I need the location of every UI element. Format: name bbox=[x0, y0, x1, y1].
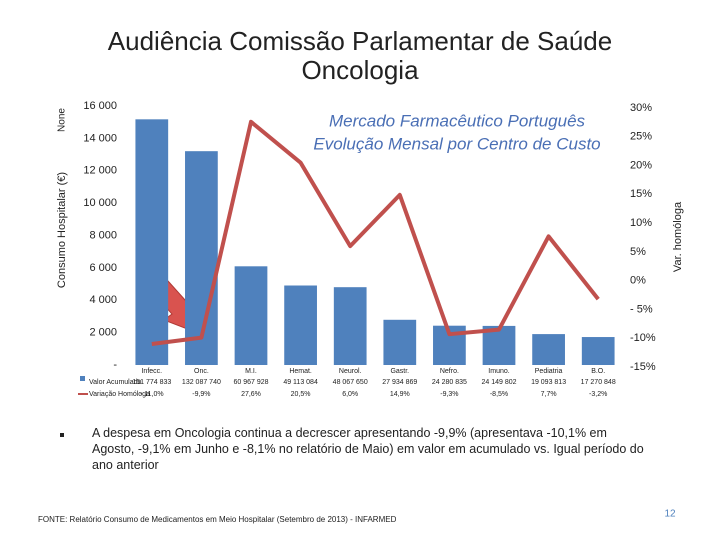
bar bbox=[234, 266, 268, 365]
bullet-marker bbox=[60, 433, 64, 437]
y-tick-label: 12 000 bbox=[83, 165, 117, 177]
y-tick-label: 6 000 bbox=[89, 262, 117, 274]
table-cell: 132 087 740 bbox=[182, 379, 221, 386]
table-cell: - 11,0% bbox=[140, 391, 164, 398]
y2-tick-label: 20% bbox=[630, 159, 652, 171]
bar bbox=[581, 337, 615, 365]
table-cell: 24 149 802 bbox=[481, 379, 516, 386]
x-tick-label: M.I. bbox=[245, 368, 257, 375]
table-cell: 6,0% bbox=[342, 391, 358, 398]
page-number: 12 bbox=[664, 509, 676, 520]
y-tick-label: 8 000 bbox=[89, 229, 117, 241]
bar bbox=[383, 319, 417, 365]
y2-tick-label: 30% bbox=[630, 102, 652, 114]
table-cell: -9,9% bbox=[192, 391, 210, 398]
x-tick-label: Neurol. bbox=[339, 368, 362, 375]
y-tick-label: 16 000 bbox=[83, 100, 117, 112]
y2-tick-label: - 5% bbox=[630, 303, 653, 315]
y2-tick-label: 25% bbox=[630, 131, 652, 143]
legend-swatch bbox=[80, 376, 85, 381]
table-cell: 27 934 869 bbox=[382, 379, 417, 386]
slide-title: Oncologia bbox=[301, 55, 419, 85]
y-tick-label: 2 000 bbox=[89, 327, 117, 339]
slide-title: Audiência Comissão Parlamentar de Saúde bbox=[108, 26, 612, 56]
table-cell: 151 774 833 bbox=[132, 379, 171, 386]
y-tick-label: 10 000 bbox=[83, 197, 117, 209]
table-cell: -3,2% bbox=[589, 391, 607, 398]
x-tick-label: Pediatria bbox=[535, 368, 563, 375]
table-cell: 17 270 848 bbox=[581, 379, 616, 386]
y2-tick-label: -15% bbox=[630, 361, 656, 373]
table-cell: -8,5% bbox=[490, 391, 508, 398]
y2-tick-label: 15% bbox=[630, 188, 652, 200]
table-cell: 7,7% bbox=[541, 391, 557, 398]
table-cell: 20,5% bbox=[291, 391, 311, 398]
bullet-text: A despesa em Oncologia continua a decres… bbox=[92, 426, 644, 472]
table-cell: 27,6% bbox=[241, 391, 261, 398]
bullet-box: A despesa em Oncologia continua a decres… bbox=[92, 426, 644, 472]
table-cell: 60 967 928 bbox=[233, 379, 268, 386]
table-cell: 14,9% bbox=[390, 391, 410, 398]
table-cell: 19 093 813 bbox=[531, 379, 566, 386]
y2-tick-label: 10% bbox=[630, 217, 652, 229]
y-tick-label: 4 000 bbox=[89, 294, 117, 306]
y-tick-label: 14 000 bbox=[83, 132, 117, 144]
y-unit-label: None bbox=[57, 108, 68, 132]
table-cell: 48 067 650 bbox=[333, 379, 368, 386]
y2-axis-label: Var. homóloga bbox=[672, 201, 684, 272]
x-tick-label: Imuno. bbox=[488, 368, 509, 375]
y2-tick-label: 5% bbox=[630, 246, 646, 258]
y-tick-label: - bbox=[113, 359, 117, 371]
chart-title: Mercado Farmacêutico Português bbox=[329, 111, 586, 130]
bar bbox=[532, 334, 565, 365]
legend-label: Valor Acumulado bbox=[89, 379, 142, 386]
line bbox=[151, 119, 600, 346]
table-cell: 49 113 084 bbox=[283, 379, 318, 386]
table-cell: -9,3% bbox=[440, 391, 458, 398]
legend-label: Variação Homóloga bbox=[89, 391, 150, 398]
bar bbox=[284, 285, 317, 365]
chart-title: Evolução Mensal por Centro de Custo bbox=[313, 134, 600, 153]
y-axis-label: Consumo Hospitalar (€) bbox=[56, 172, 68, 288]
x-tick-label: Hemat. bbox=[289, 368, 312, 375]
x-tick-label: Onc. bbox=[194, 368, 209, 375]
footnote: FONTE: Relatório Consumo de Medicamentos… bbox=[38, 515, 397, 524]
x-tick-label: Gastr. bbox=[390, 368, 409, 375]
y2-tick-label: -10% bbox=[630, 332, 656, 344]
y2-tick-label: 0% bbox=[630, 275, 646, 287]
x-tick-label: B.O. bbox=[591, 368, 605, 375]
table-cell: 24 280 835 bbox=[432, 379, 467, 386]
bar bbox=[333, 287, 367, 365]
x-tick-label: Nefro. bbox=[440, 368, 459, 375]
bar bbox=[135, 119, 169, 365]
x-tick-label: Infecc. bbox=[141, 368, 162, 375]
